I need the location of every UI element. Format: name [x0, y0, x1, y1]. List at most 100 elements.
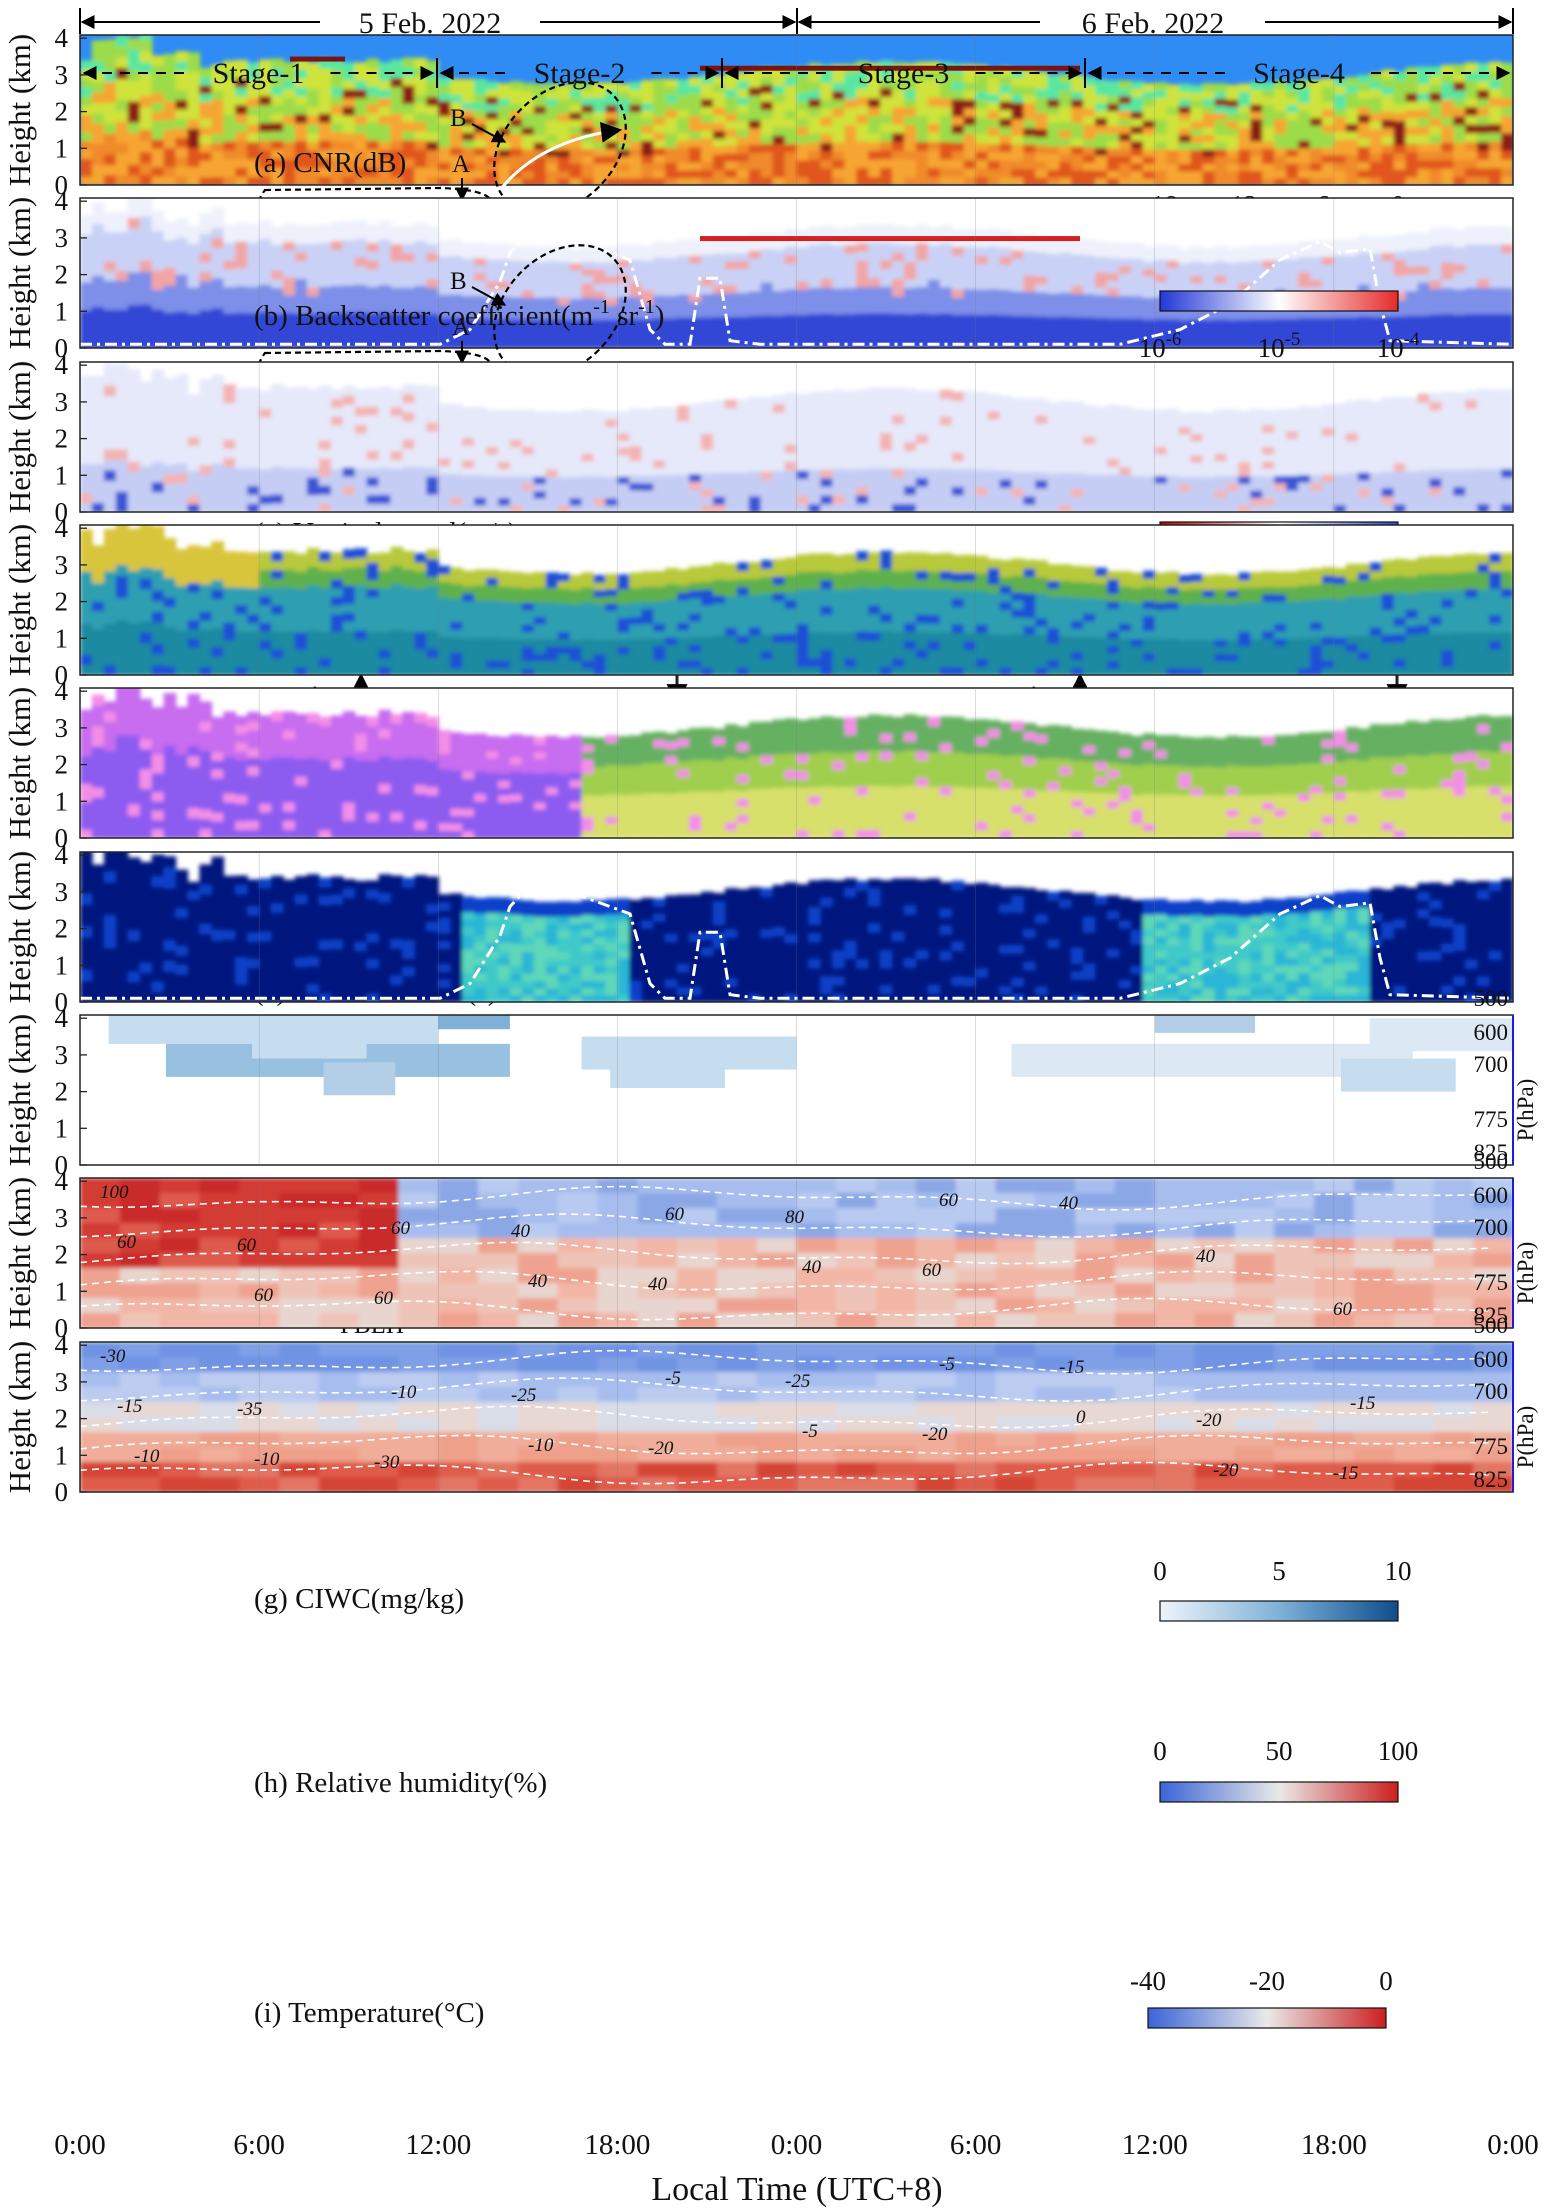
contour-label-h: 60	[939, 1190, 959, 1211]
panel-title-a: (a) CNR(dB)	[254, 147, 406, 179]
y-tick-h: 4	[55, 1166, 69, 1196]
contour-label-i: -15	[117, 1396, 142, 1417]
colorbar-tick-i: -20	[1249, 1966, 1285, 1996]
y-tick-d: 3	[55, 550, 69, 580]
pressure-tick-i: 500	[1474, 1313, 1509, 1338]
pressure-tick-g: 775	[1474, 1107, 1509, 1132]
colorbar-g	[1159, 1600, 1399, 1622]
y-tick-i: 1	[55, 1440, 69, 1470]
y-tick-e: 2	[55, 750, 69, 780]
contour-label-h: 60	[254, 1285, 274, 1306]
x-axis-label: Local Time (UTC+8)	[651, 2171, 942, 2208]
contour-label-i: -20	[1213, 1460, 1239, 1481]
panel-b: (b) Backscatter coefficient(m-1 sr-1) 10-…	[2, 186, 1514, 409]
y-tick-i: 2	[55, 1404, 69, 1434]
y-tick-f: 4	[55, 840, 69, 870]
colorbar-tick-i: 0	[1379, 1966, 1393, 1996]
y-tick-c: 3	[55, 387, 69, 417]
contour-label-i: -10	[528, 1435, 554, 1456]
pressure-tick-i: 775	[1474, 1434, 1509, 1459]
y-tick-e: 1	[55, 786, 69, 816]
contour-label-i: -30	[374, 1452, 400, 1473]
contour-label-i: -25	[511, 1385, 536, 1406]
y-tick-i: 4	[55, 1330, 69, 1360]
pressure-tick-h: 700	[1474, 1215, 1509, 1240]
pressure-tick-h: 600	[1474, 1183, 1509, 1208]
y-axis-label-f: Height (km)	[2, 851, 37, 1003]
y-tick-a: 1	[55, 133, 69, 163]
colorbar-tick-b: 10-6	[1139, 329, 1182, 363]
pressure-axis-label-h: P(hPa)	[1513, 1242, 1538, 1305]
annotation-b: B	[450, 268, 467, 295]
panel-title-g: (g) CIWC(mg/kg)	[254, 1583, 464, 1615]
panel-a: (a) CNR(dB)-18-12-60Height (km)01234Dust…	[2, 23, 1514, 257]
contour-label-h: 60	[391, 1218, 411, 1239]
colorbar-tick-b: 10-5	[1258, 329, 1301, 363]
y-tick-e: 3	[55, 713, 69, 743]
contour-label-i: -30	[100, 1346, 126, 1367]
contour-label-h: 60	[374, 1288, 394, 1309]
colorbar-tick-h: 50	[1266, 1736, 1293, 1766]
y-tick-d: 1	[55, 623, 69, 653]
y-tick-h: 1	[55, 1276, 69, 1306]
y-tick-c: 0	[55, 497, 69, 527]
pressure-tick-i: 600	[1474, 1347, 1509, 1372]
x-tick: 12:00	[1122, 2129, 1188, 2161]
annotation-b: B	[450, 105, 467, 132]
contour-label-i: -20	[922, 1424, 948, 1445]
y-tick-a: 2	[55, 97, 69, 127]
contour-label-i: -5	[939, 1354, 955, 1375]
y-tick-b: 1	[55, 296, 69, 326]
contour-label-i: -5	[665, 1368, 681, 1389]
y-axis-label-d: Height (km)	[2, 524, 37, 676]
y-tick-d: 0	[55, 660, 69, 690]
colorbar-tick-i: -40	[1130, 1966, 1166, 1996]
contour-label-i: 0	[1076, 1407, 1086, 1428]
x-tick: 0:00	[54, 2129, 106, 2161]
panel-title-h: (h) Relative humidity(%)	[254, 1767, 547, 1799]
panel-title-i: (i) Temperature(°C)	[254, 1997, 484, 2029]
contour-label-h: 40	[1196, 1246, 1216, 1267]
x-tick: 12:00	[405, 2129, 471, 2161]
y-tick-d: 4	[55, 513, 69, 543]
y-tick-b: 4	[55, 186, 69, 216]
contour-label-h: 40	[1059, 1193, 1079, 1214]
contour-label-h: 80	[785, 1207, 805, 1228]
panel-d: (d) Horizontal speed(m/s)051015Height (k…	[2, 513, 1514, 818]
y-tick-e: 4	[55, 676, 69, 706]
y-tick-f: 2	[55, 914, 69, 944]
y-tick-g: 0	[55, 1150, 69, 1180]
annotation-a: A	[452, 314, 470, 341]
contour-label-h: 60	[665, 1204, 685, 1225]
stage-label: Stage-4	[1253, 57, 1345, 90]
stage-label: Stage-2	[534, 57, 626, 90]
contour-label-h: 40	[511, 1221, 531, 1242]
y-axis-label-a: Height (km)	[2, 34, 37, 186]
pressure-tick-h: 775	[1474, 1270, 1509, 1295]
contour-label-i: -20	[648, 1438, 674, 1459]
contour-label-i: -20	[1196, 1410, 1222, 1431]
pressure-tick-i: 700	[1474, 1379, 1509, 1404]
y-tick-b: 3	[55, 223, 69, 253]
y-tick-b: 2	[55, 260, 69, 290]
pressure-tick-g: 500	[1474, 986, 1509, 1011]
contour-label-i: -10	[254, 1449, 280, 1470]
y-tick-e: 0	[55, 823, 69, 853]
contour-label-i: -15	[1059, 1357, 1084, 1378]
contour-label-i: -15	[1350, 1393, 1375, 1414]
pressure-axis-label-g: P(hPa)	[1513, 1079, 1538, 1142]
y-tick-a: 4	[55, 23, 69, 53]
annotation-a: A	[452, 151, 470, 178]
y-tick-g: 1	[55, 1113, 69, 1143]
colorbar-tick-g: 5	[1272, 1556, 1286, 1586]
y-tick-d: 2	[55, 587, 69, 617]
stage-band: Stage-1 Stage-2 Stage-3 Stage-4	[82, 57, 1511, 90]
y-axis-label-b: Height (km)	[2, 197, 37, 349]
y-tick-c: 4	[55, 350, 69, 380]
pressure-tick-i: 825	[1474, 1467, 1509, 1492]
x-tick: 6:00	[950, 2129, 1002, 2161]
contour-label-i: -35	[237, 1399, 262, 1420]
y-tick-b: 0	[55, 333, 69, 363]
